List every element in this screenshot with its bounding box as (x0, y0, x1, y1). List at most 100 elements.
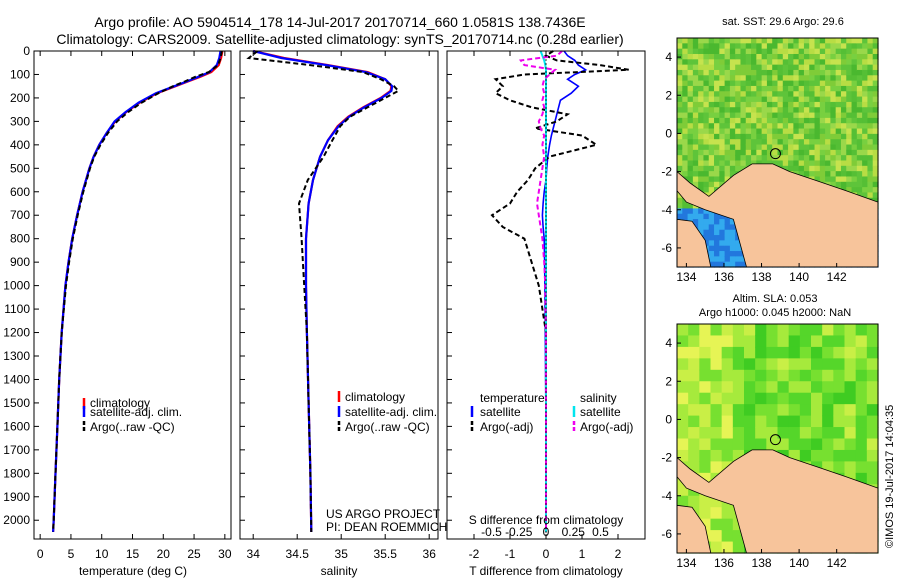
map-cell (677, 449, 689, 462)
map-cell (688, 438, 700, 451)
map-cell (751, 43, 757, 50)
s-diff-tick-label: -0.5 (481, 525, 502, 539)
map-cell (782, 123, 789, 130)
map-cell (756, 123, 763, 130)
map-cell (798, 123, 805, 130)
sla-map-panel: Altim. SLA: 0.053 Argo h1000: 0.045 h200… (661, 293, 879, 570)
map-cell (699, 472, 712, 485)
map-cell (682, 69, 689, 76)
map-cell (856, 181, 863, 188)
map-cell (724, 43, 731, 50)
map-cell (825, 75, 831, 82)
map-cell (692, 101, 699, 108)
map-cell (745, 85, 752, 92)
map-cell (756, 107, 763, 114)
map-cell (830, 171, 837, 178)
map-cell (677, 43, 683, 50)
map-cell (721, 346, 734, 359)
map-cell (811, 392, 823, 405)
map-cell (840, 160, 847, 167)
map-cell (766, 346, 779, 359)
map-cell (703, 155, 710, 162)
map-cell (777, 85, 784, 92)
map-cell (703, 133, 710, 140)
map-cell (755, 427, 767, 440)
salinity-ticks: 34 34.5 35 35.5 36 (240, 50, 436, 561)
map-cell (822, 335, 834, 348)
map-cell (677, 438, 689, 451)
map-cell (756, 149, 763, 156)
map-cell (729, 240, 736, 247)
map-cell (867, 80, 874, 87)
y-tick-label: 1800 (3, 466, 30, 480)
y-tick-label: 1700 (3, 443, 30, 457)
map-cell (708, 123, 715, 130)
map-cell (703, 213, 710, 220)
map-cell (833, 461, 846, 474)
map-cell (822, 427, 834, 440)
map-cell (735, 112, 742, 119)
map-cell (782, 165, 789, 172)
series-salinity-argo-adj- (518, 50, 563, 532)
map-cell (688, 404, 700, 417)
map-cell (867, 75, 874, 82)
map-cell (788, 48, 794, 55)
series-climatology (252, 49, 393, 533)
map-cell (719, 245, 726, 252)
map-cell (735, 139, 742, 146)
map-cell (782, 112, 789, 119)
map-cell (825, 69, 831, 76)
map-cell (866, 461, 879, 474)
map-cell (729, 229, 736, 236)
map-cell (825, 48, 831, 55)
map-cell (719, 69, 726, 76)
map-cell (735, 53, 742, 60)
map-cell (819, 64, 826, 71)
map-cell (699, 381, 712, 394)
map-cell (835, 155, 842, 162)
map-cell (856, 155, 863, 162)
map-cell (811, 369, 823, 382)
map-cell (772, 59, 779, 66)
map-cell (682, 123, 689, 130)
map-cell (799, 381, 812, 394)
map-cell (756, 80, 763, 87)
header-line1: Argo profile: AO 5904514_178 14-Jul-2017… (94, 14, 585, 30)
map-cell (809, 171, 816, 178)
map-cell (835, 133, 842, 140)
map-cell (840, 181, 847, 188)
map-cell (825, 155, 831, 162)
map-cell (729, 235, 736, 241)
map-cell (751, 91, 757, 98)
map-cell (729, 43, 736, 50)
salinity-xlabel: salinity (321, 564, 358, 578)
map-cell (803, 101, 810, 108)
map-cell (788, 369, 801, 382)
map-cell (867, 192, 874, 199)
map-cell (872, 171, 879, 178)
map-cell (703, 139, 710, 146)
map-cell (777, 335, 790, 348)
map-cell (740, 59, 747, 66)
map-cell (814, 128, 821, 135)
map-cell (833, 392, 846, 405)
map-cell (835, 139, 842, 146)
map-cell (714, 133, 720, 140)
map-cell (724, 80, 731, 87)
map-cell (677, 85, 683, 92)
map-cell (788, 117, 794, 124)
map-cell (851, 107, 858, 114)
map-cell (687, 53, 694, 60)
map-cell (756, 139, 763, 146)
map-cell (772, 128, 779, 135)
map-cell (830, 144, 837, 151)
map-cell (777, 101, 784, 108)
difference-panel: -2 -1 0 1 2-0.5 -0.25 0 0.25 0.5 T difference fr… (446, 50, 646, 578)
map-cell (862, 38, 869, 44)
map-cell (729, 139, 736, 146)
map-cell (688, 461, 700, 474)
map-cell (761, 139, 768, 146)
map-cell (772, 117, 779, 124)
map-cell (740, 48, 747, 55)
map-cell (729, 59, 736, 66)
